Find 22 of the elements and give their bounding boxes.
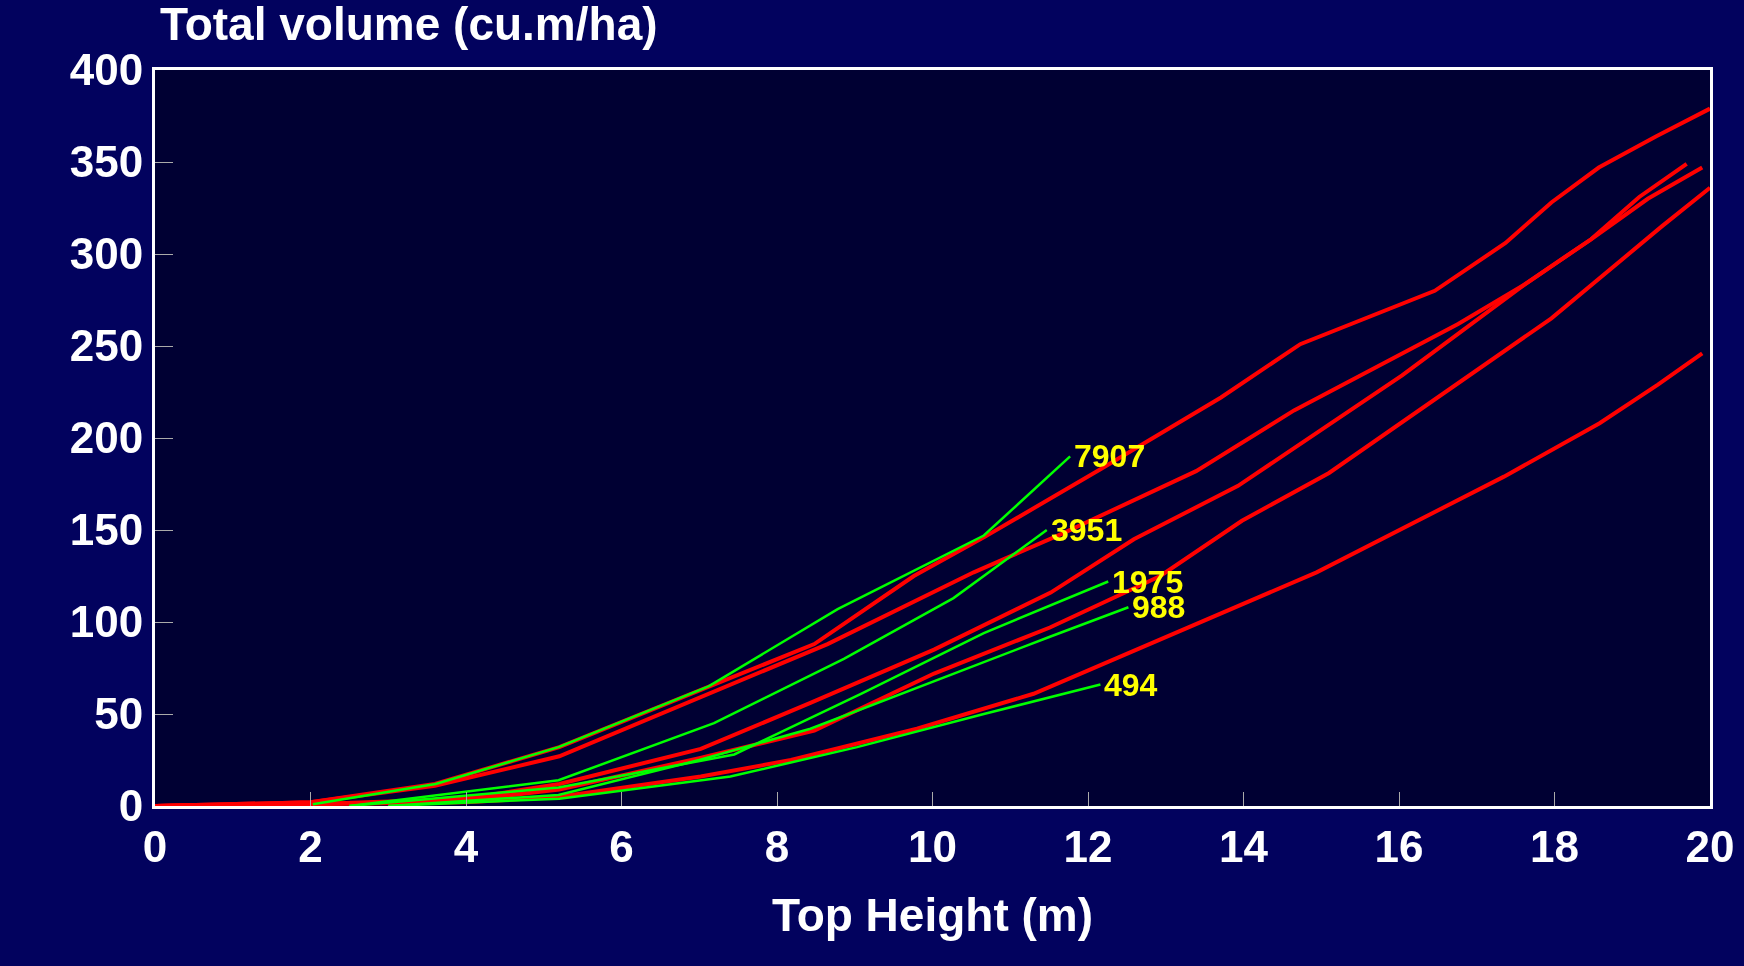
x-tick-label: 2 bbox=[298, 821, 323, 871]
x-tick-label: 8 bbox=[764, 821, 790, 871]
y-tick-label: 150 bbox=[69, 505, 144, 555]
x-tick-label: 20 bbox=[1685, 821, 1735, 871]
x-tick-label: 10 bbox=[908, 821, 957, 871]
y-tick-label: 100 bbox=[69, 597, 144, 647]
y-tick-label: 200 bbox=[69, 413, 144, 463]
y-tick-label: 50 bbox=[94, 689, 144, 739]
y-tick-label: 300 bbox=[69, 229, 144, 279]
y-tick-label: 0 bbox=[118, 781, 144, 831]
x-tick-label: 14 bbox=[1219, 821, 1269, 871]
y-tick-label: 400 bbox=[69, 45, 144, 95]
x-tick-label: 4 bbox=[453, 821, 479, 871]
x-tick-label: 16 bbox=[1374, 821, 1424, 871]
y-tick-label: 350 bbox=[69, 137, 144, 187]
x-tick-label: 6 bbox=[609, 821, 634, 871]
y-tick-label: 250 bbox=[69, 321, 144, 371]
series-label: 494 bbox=[1104, 667, 1158, 703]
x-tick-label: 18 bbox=[1530, 821, 1579, 871]
chart-title: Total volume (cu.m/ha) bbox=[160, 0, 658, 51]
x-tick-label: 12 bbox=[1063, 821, 1113, 871]
x-axis-title: Top Height (m) bbox=[771, 889, 1094, 942]
